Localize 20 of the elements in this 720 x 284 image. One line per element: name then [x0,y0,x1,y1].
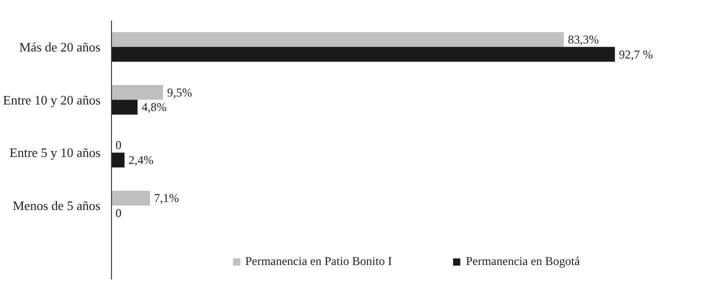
y-tick-label: Menos de 5 años [12,198,101,213]
data-label: 83,3% [568,32,599,47]
data-label: 92,7 % [618,47,653,62]
bar [112,100,138,115]
y-tick-label: Entre 5 y 10 años [10,145,101,160]
data-label: 4,8% [142,100,167,114]
bar [112,32,564,47]
bar [112,190,150,206]
legend-label: Permanencia en Bogotá [466,254,580,269]
bar [112,84,164,100]
y-tick-label: Entre 10 y 20 años [3,92,101,108]
legend-label: Permanencia en Patio Bonito I [245,254,392,269]
data-label: 0 [116,206,122,220]
data-label: 2,4% [128,153,154,168]
bar [112,152,125,168]
data-label: 0 [116,138,122,152]
data-label: 7,1% [154,191,180,206]
y-tick-label: Más de 20 años [19,39,101,54]
data-label: 9,5% [167,85,192,100]
bar [112,46,615,62]
